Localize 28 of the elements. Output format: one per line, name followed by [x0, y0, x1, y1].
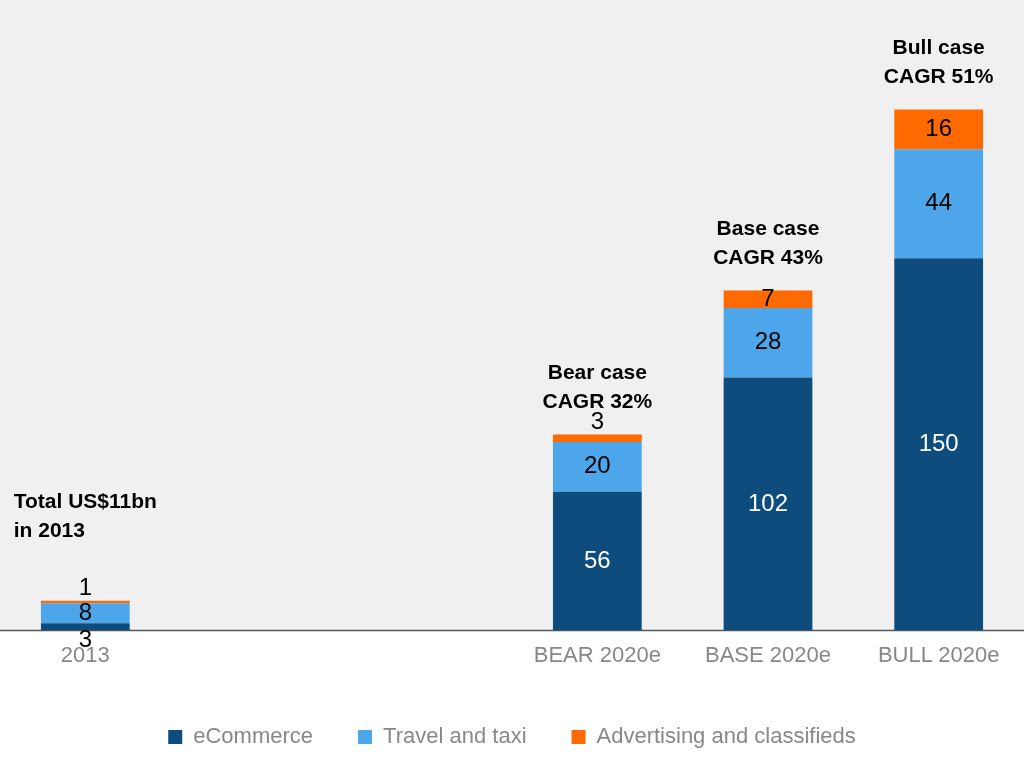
- x-tick-label: BEAR 2020e: [533, 641, 661, 667]
- bar: [552, 434, 642, 442]
- bar: [552, 491, 642, 631]
- bar: [723, 307, 813, 378]
- bar: [40, 623, 130, 631]
- annotation: Bull case CAGR 51%: [883, 35, 994, 88]
- bar: [552, 441, 642, 492]
- data-label: 150: [918, 429, 959, 457]
- data-label: 44: [925, 188, 953, 216]
- x-tick-label: BASE 2020e: [705, 641, 831, 667]
- bar: [723, 290, 813, 308]
- legend-label: eCommerce: [193, 723, 314, 749]
- bar: [723, 377, 813, 631]
- bar: [40, 603, 130, 624]
- annotation: Total US$11bn in 2013: [13, 488, 157, 541]
- data-label: 16: [925, 113, 953, 141]
- data-label: 102: [747, 488, 789, 516]
- legend-label: Advertising and classifieds: [596, 723, 856, 749]
- bar: [894, 109, 984, 150]
- annotation: Base case CAGR 43%: [713, 216, 824, 269]
- x-tick-label: BULL 2020e: [877, 641, 1000, 667]
- data-label: 28: [754, 327, 782, 355]
- data-label: 56: [583, 545, 611, 573]
- bar: [894, 258, 984, 631]
- legend-label: Travel and taxi: [383, 723, 527, 749]
- data-label: 7: [761, 283, 775, 311]
- data-label: 20: [583, 451, 611, 479]
- bar: [894, 149, 984, 259]
